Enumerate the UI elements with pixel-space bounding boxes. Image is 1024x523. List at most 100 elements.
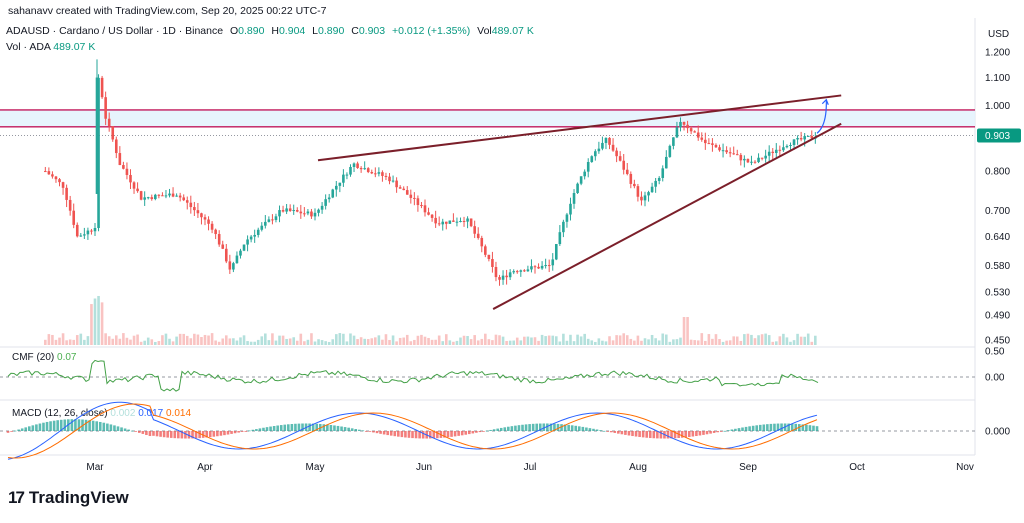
macd-hist-bar xyxy=(38,423,42,431)
macd-hist-bar xyxy=(475,431,478,433)
macd-hist-bar xyxy=(801,424,805,431)
volume-bar xyxy=(143,340,146,345)
macd-hist-bar xyxy=(404,431,407,438)
candle xyxy=(601,136,604,151)
macd-hist-bar xyxy=(617,431,620,434)
cmf-label[interactable]: CMF (20) xyxy=(12,352,55,363)
volume-bar xyxy=(675,339,679,345)
candle xyxy=(182,194,186,202)
macd-hist-bar xyxy=(173,431,177,439)
volume-bar xyxy=(47,334,51,345)
volume-bar xyxy=(498,335,501,345)
candle-body xyxy=(771,151,775,154)
macd-hist-bar xyxy=(354,429,358,431)
candle xyxy=(764,149,767,163)
candle-body xyxy=(540,265,544,269)
macd-hist-bar xyxy=(723,430,727,432)
macd-hist-bar xyxy=(386,431,389,436)
candle-body xyxy=(725,150,728,153)
volume-bar xyxy=(771,341,775,345)
macd-label[interactable]: MACD (12, 26, close) xyxy=(12,408,108,419)
volume-bar xyxy=(185,335,189,345)
candle xyxy=(125,162,129,180)
candle xyxy=(594,149,597,161)
macd-hist-bar xyxy=(507,426,510,431)
high-label: H xyxy=(271,25,279,37)
macd-hist-bar xyxy=(187,431,191,439)
candle-body xyxy=(320,205,324,210)
macd-hist-bar xyxy=(31,425,35,431)
volume-bar xyxy=(146,337,150,345)
macd-hist-bar xyxy=(219,431,223,436)
macd-hist-bar xyxy=(609,431,613,433)
candle xyxy=(636,183,640,202)
macd-hist-bar xyxy=(77,419,81,431)
volume-bar xyxy=(423,336,427,345)
candle-body xyxy=(83,234,86,236)
candle-body xyxy=(107,118,111,127)
candle xyxy=(349,164,352,177)
volume-bar xyxy=(579,336,583,345)
time-tick-label: Apr xyxy=(197,462,213,473)
volume-bar xyxy=(487,339,491,345)
candle xyxy=(597,141,601,154)
candle-body xyxy=(161,195,164,197)
candle-body xyxy=(299,211,303,214)
candle-body xyxy=(693,131,696,133)
candle-body xyxy=(398,187,402,189)
candle-body xyxy=(672,137,675,146)
candle-body xyxy=(79,235,83,237)
price-tick-label: 0.450 xyxy=(985,336,1010,347)
trend-drawings[interactable] xyxy=(317,94,842,310)
volume-bar xyxy=(448,340,452,345)
price-tick-label: 0.640 xyxy=(985,232,1010,243)
candle xyxy=(622,154,626,175)
candle xyxy=(718,144,721,152)
candle-body xyxy=(58,179,61,183)
volume-bar xyxy=(810,341,814,345)
volume-bar xyxy=(317,339,320,345)
volume-bar xyxy=(594,341,597,345)
candle xyxy=(615,147,618,163)
candle xyxy=(189,195,193,214)
macd-hist-bar xyxy=(350,428,354,431)
candle xyxy=(260,222,264,232)
candle-body xyxy=(324,199,327,206)
volume-series-label[interactable]: Vol · ADA xyxy=(6,41,51,53)
candle-body xyxy=(487,254,491,260)
candle xyxy=(193,201,196,217)
macd-hist-bar xyxy=(233,431,237,434)
candle xyxy=(572,189,576,209)
candle xyxy=(377,167,381,177)
macd-hist-bar xyxy=(776,423,780,431)
volume-bar xyxy=(523,336,526,345)
candle-body xyxy=(122,165,125,169)
macd-hist-bar xyxy=(45,421,49,431)
macd-hist-bar xyxy=(329,424,333,431)
time-axis[interactable]: Mar Apr May Jun Jul Aug Sep Oct Nov xyxy=(86,462,974,473)
candle xyxy=(540,261,544,270)
volume-bar xyxy=(97,295,100,345)
time-tick-label: Sep xyxy=(739,462,757,473)
candle-body xyxy=(427,212,430,215)
macd-hist-bar xyxy=(294,423,297,431)
volume-bar xyxy=(299,333,303,345)
volume-bar xyxy=(739,340,743,345)
volume-bar xyxy=(44,339,47,345)
volume-bar xyxy=(334,334,338,345)
macd-hist-bar xyxy=(503,427,507,431)
macd-hist-bar xyxy=(805,424,808,431)
cmf-tick-label: 0.00 xyxy=(985,373,1005,384)
candle-body xyxy=(647,192,650,196)
symbol-line[interactable]: ADAUSD · Cardano / US Dollar · 1D · Bina… xyxy=(6,25,224,37)
macd-hist-bar xyxy=(109,424,113,431)
volume-bar xyxy=(700,333,704,345)
macd-hist-bar xyxy=(670,431,673,439)
macd-hist-bar xyxy=(695,431,698,437)
price-axis[interactable]: USD1.2001.1001.0000.9000.8000.7000.6400.… xyxy=(977,29,1021,438)
macd-hist-bar xyxy=(496,428,499,431)
candle-body xyxy=(544,265,547,267)
macd-hist-bar xyxy=(333,425,336,431)
volume-bar xyxy=(625,335,629,345)
